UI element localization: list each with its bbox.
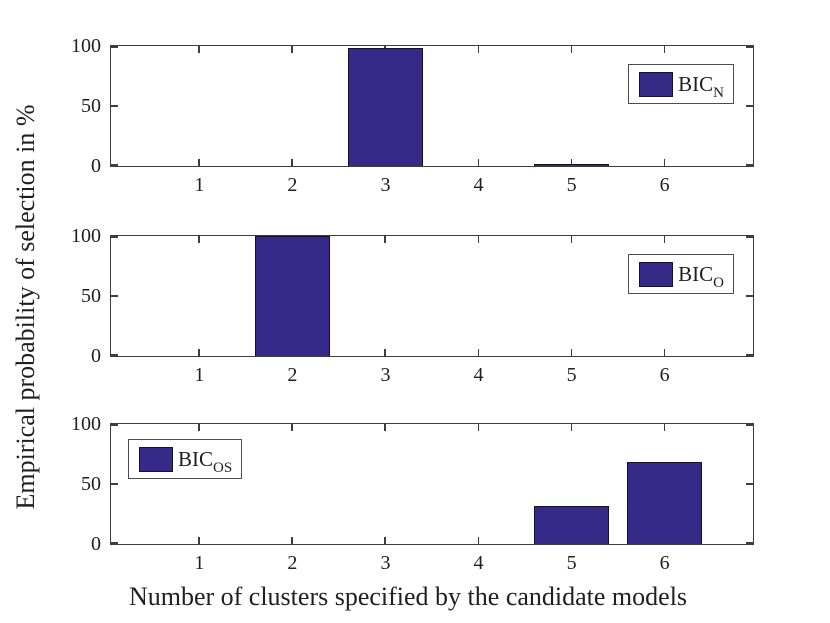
y-tick-left <box>111 424 118 426</box>
subplot-bic-os: 1 2 3 4 5 6 0 50 100 BICOS <box>71 413 754 574</box>
legend: BICN <box>628 64 734 104</box>
x-tick-top <box>663 46 666 53</box>
x-tick-top <box>291 46 294 53</box>
x-tick-label: 6 <box>659 364 670 386</box>
legend-label: BICOS <box>178 446 233 476</box>
bar-x5 <box>534 505 609 544</box>
legend-swatch <box>139 446 173 472</box>
x-tick-bottom <box>384 349 387 356</box>
x-tick-bottom <box>198 537 200 544</box>
x-tick-bottom <box>291 537 294 544</box>
bar-x5 <box>534 164 609 166</box>
x-tick-label: 3 <box>380 174 391 196</box>
y-tick-right <box>746 236 753 238</box>
y-tick-label: 100 <box>71 413 101 435</box>
x-tick-bottom <box>663 159 666 166</box>
y-tick-label: 0 <box>91 155 101 177</box>
y-tick-left <box>111 354 118 356</box>
subplot-bic-n: 1 2 3 4 5 6 0 50 100 BICN <box>71 35 754 196</box>
x-tick-label: 2 <box>287 552 298 574</box>
legend: BICOS <box>128 439 243 479</box>
subplot-bic-o: 1 2 3 4 5 6 0 50 100 BICO <box>71 225 754 386</box>
x-tick-top <box>198 424 200 431</box>
x-tick-top <box>291 424 294 431</box>
legend: BICO <box>628 254 734 294</box>
x-tick-bottom <box>477 159 480 166</box>
x-tick-label: 3 <box>380 364 391 386</box>
y-tick-label: 50 <box>81 285 101 307</box>
x-axis-label: Number of clusters specified by the cand… <box>128 582 688 611</box>
x-tick-bottom <box>384 537 387 544</box>
x-tick-top <box>570 46 573 53</box>
x-tick-bottom <box>198 349 200 356</box>
y-tick-label: 100 <box>71 225 101 247</box>
x-tick-top <box>198 46 200 53</box>
x-tick-label: 1 <box>194 174 205 196</box>
bar-x3 <box>348 48 423 166</box>
y-tick-right <box>746 295 753 297</box>
x-tick-label: 5 <box>566 552 577 574</box>
x-tick-label: 1 <box>194 364 205 386</box>
y-tick-right <box>746 424 753 426</box>
y-axis-label: Empirical probability of selection in % <box>11 104 40 510</box>
x-tick-top <box>384 424 387 431</box>
x-tick-top <box>477 46 480 53</box>
y-tick-label: 100 <box>71 35 101 57</box>
x-tick-label: 2 <box>287 174 298 196</box>
x-tick-label: 5 <box>566 174 577 196</box>
legend-swatch <box>639 261 674 287</box>
x-tick-label: 1 <box>194 552 205 574</box>
x-tick-bottom <box>663 349 666 356</box>
y-tick-right <box>746 483 753 485</box>
y-tick-label: 50 <box>81 473 101 495</box>
bar-x2 <box>255 236 330 356</box>
x-tick-top <box>477 424 480 431</box>
x-tick-bottom <box>570 349 573 356</box>
y-tick-right <box>746 46 753 48</box>
x-tick-label: 6 <box>659 174 670 196</box>
x-tick-label: 3 <box>380 552 391 574</box>
x-tick-bottom <box>570 159 573 166</box>
y-tick-left <box>111 483 118 485</box>
y-tick-left <box>111 46 118 48</box>
y-tick-left <box>111 542 118 544</box>
y-tick-label: 0 <box>91 345 101 367</box>
y-tick-right <box>746 105 753 107</box>
x-tick-bottom <box>198 159 200 166</box>
legend-label: BICO <box>678 261 724 291</box>
x-tick-top <box>384 236 387 243</box>
x-tick-top <box>663 236 666 243</box>
x-tick-top <box>570 424 573 431</box>
bar-x6 <box>627 462 702 544</box>
x-tick-label: 4 <box>473 552 484 574</box>
x-tick-top <box>477 236 480 243</box>
x-tick-label: 5 <box>566 364 577 386</box>
x-tick-label: 4 <box>473 364 484 386</box>
y-tick-right <box>746 164 753 166</box>
x-tick-label: 2 <box>287 364 298 386</box>
x-tick-top <box>198 236 200 243</box>
y-tick-right <box>746 354 753 356</box>
y-tick-label: 50 <box>81 95 101 117</box>
y-tick-left <box>111 105 118 107</box>
y-tick-left <box>111 236 118 238</box>
x-tick-bottom <box>477 537 480 544</box>
y-tick-right <box>746 542 753 544</box>
x-tick-top <box>663 424 666 431</box>
y-tick-left <box>111 164 118 166</box>
y-tick-left <box>111 295 118 297</box>
legend-swatch <box>639 71 674 97</box>
legend-label: BICN <box>678 71 724 101</box>
x-tick-label: 4 <box>473 174 484 196</box>
y-tick-label: 0 <box>91 533 101 555</box>
x-tick-top <box>570 236 573 243</box>
x-tick-label: 6 <box>659 552 670 574</box>
x-tick-bottom <box>291 159 294 166</box>
x-tick-bottom <box>477 349 480 356</box>
